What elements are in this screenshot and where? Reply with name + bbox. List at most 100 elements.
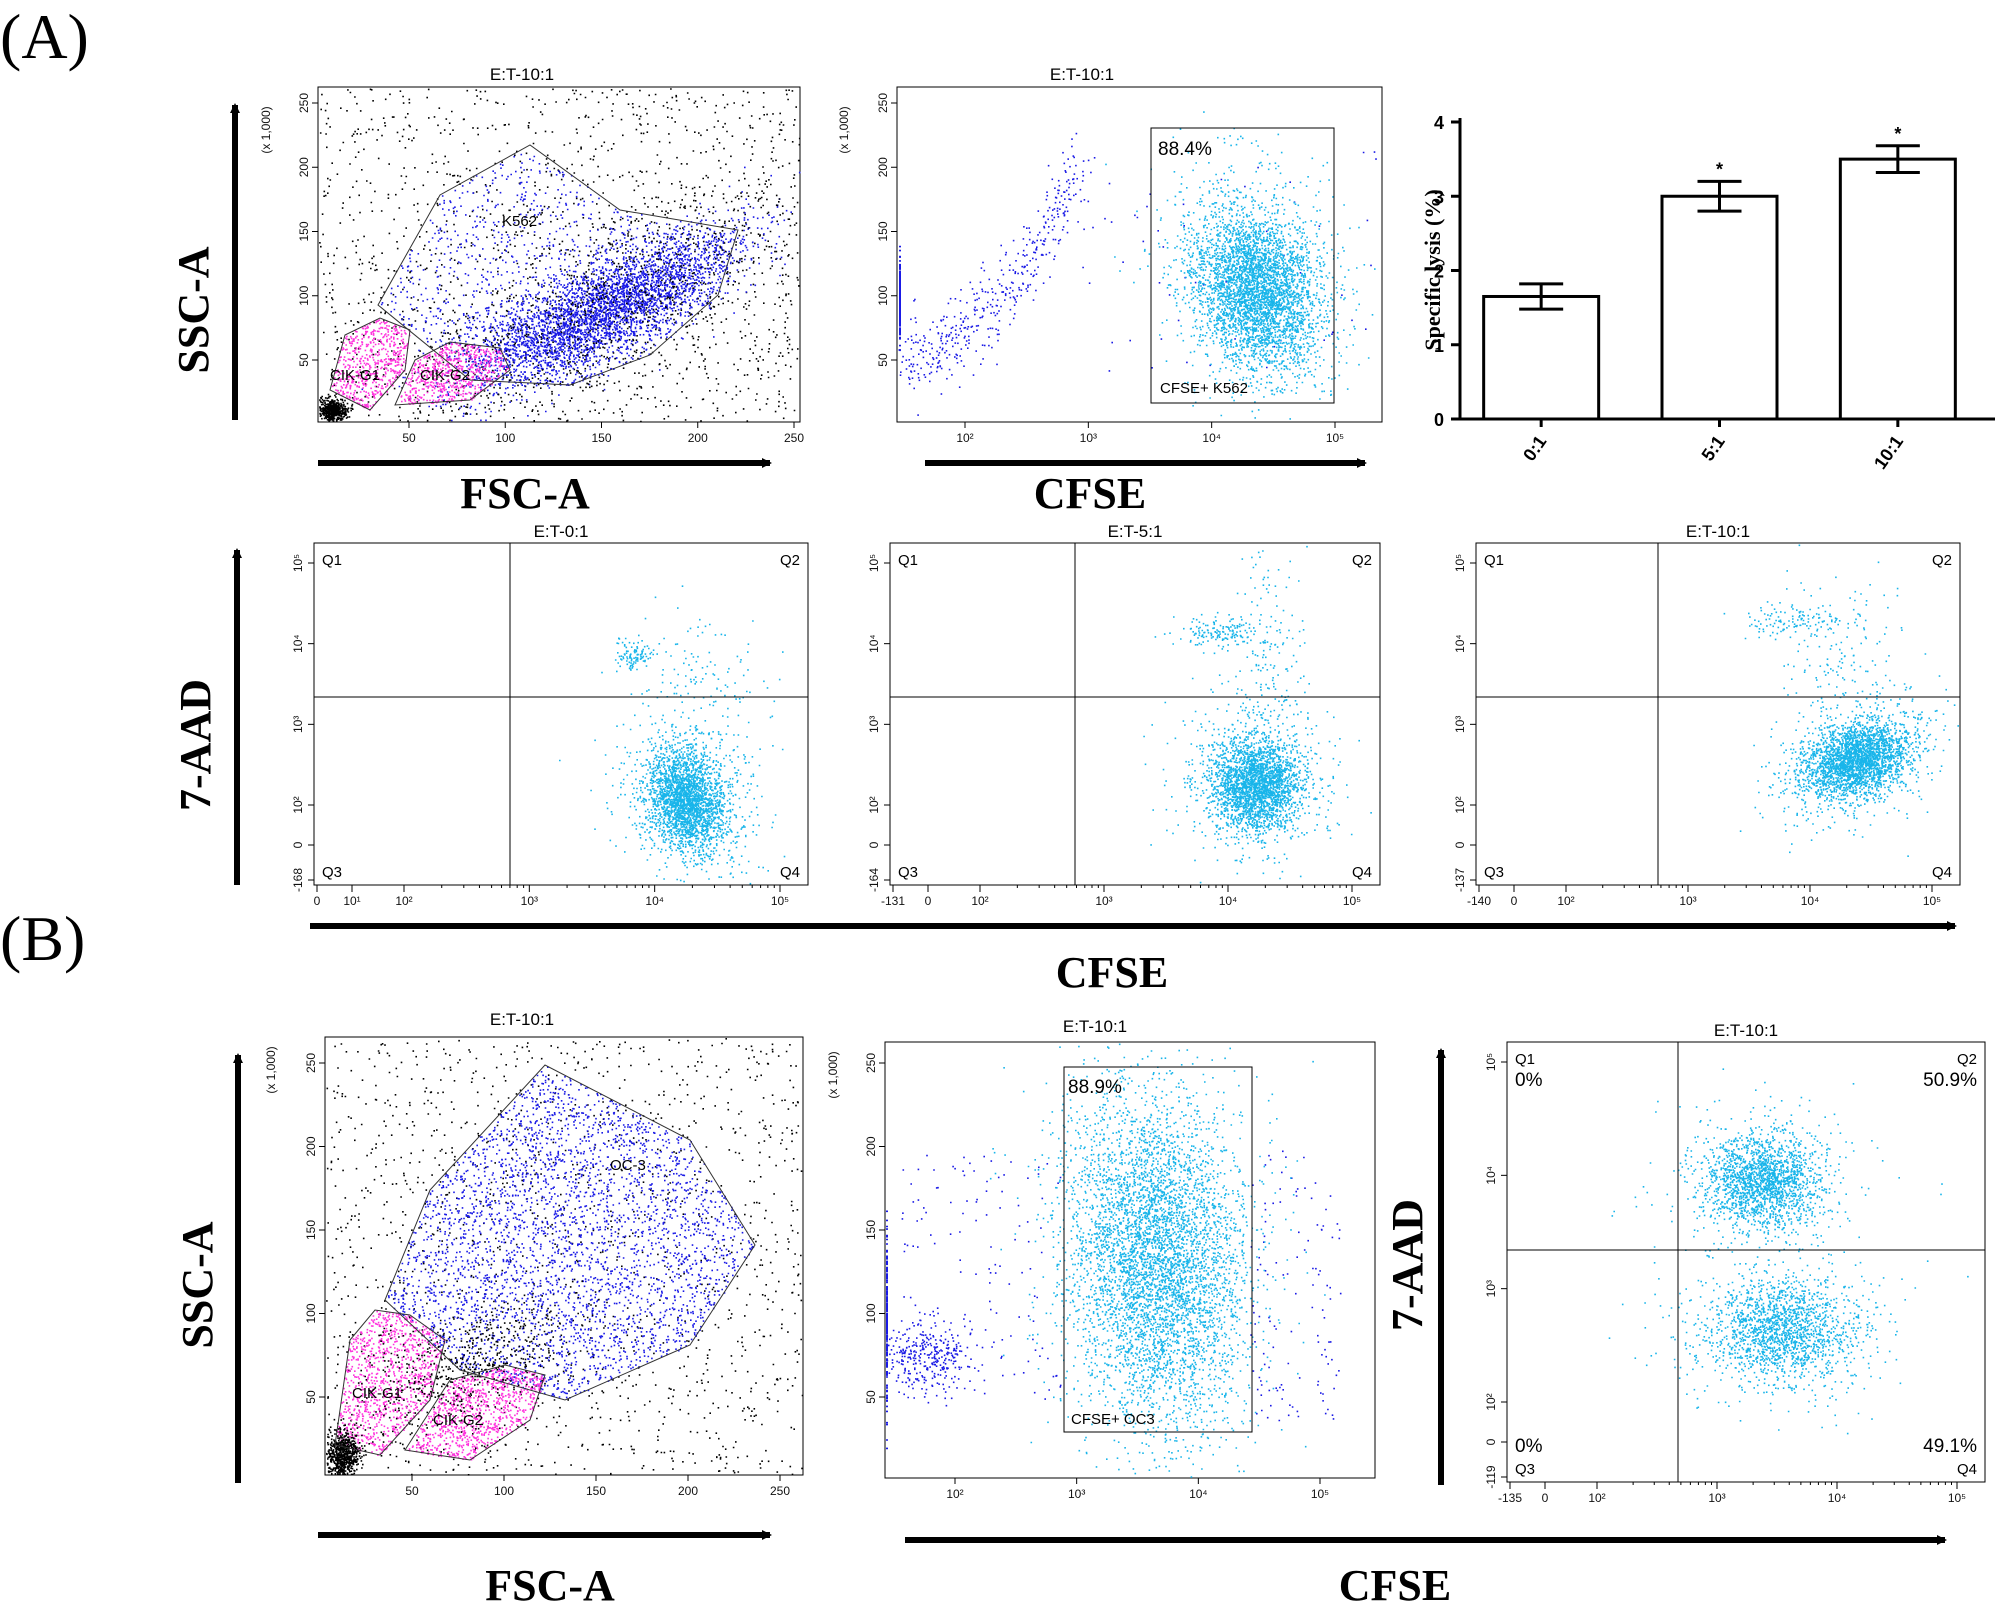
- cfse-low-event: [1068, 186, 1070, 189]
- cfse-low-event: [1023, 266, 1025, 269]
- cfse-low-event: [913, 387, 915, 390]
- cfse-low-event: [951, 374, 953, 376]
- cfse-low-event: [979, 316, 981, 319]
- a4-ytick-label: 0: [291, 841, 305, 848]
- a4-frame: [313, 542, 809, 886]
- low-cfse-events: [886, 1300, 1034, 1407]
- gate-cik-g1: [329, 317, 411, 411]
- cfse-low-event: [931, 347, 933, 350]
- debris-cluster: [319, 393, 354, 423]
- cfse-low-event: [942, 318, 945, 321]
- b3-title: E:T-10:1: [1714, 1021, 1778, 1040]
- cfse-low-event: [1072, 182, 1075, 184]
- cfse-low-event: [970, 326, 973, 328]
- cfse-low-event: [1037, 234, 1039, 236]
- cfse-low-event: [981, 344, 984, 346]
- cfse-low-event: [905, 359, 908, 361]
- a5-xticks: -131 0 10² 10³ 10⁴ 10⁵: [881, 885, 1361, 908]
- cfse-low-event: [1010, 281, 1013, 284]
- cfse-low-event: [981, 288, 983, 291]
- cfse-low-event: [1031, 242, 1034, 244]
- gate-label-cik-g2-a: CIK-G2: [420, 367, 470, 384]
- cfse-low-event: [960, 348, 963, 350]
- cfse-low-event: [1058, 240, 1060, 242]
- a6-ytick-label: 10⁴: [1453, 634, 1467, 653]
- a4-ytick-label: -168: [291, 868, 305, 892]
- cfse-low-event: [1034, 251, 1037, 254]
- cfse-low-event: [972, 374, 975, 376]
- cfse-low-event: [976, 292, 978, 295]
- plot-b2: E:T-10:1 (x 1,000) 88.9% CFSE+ OC3 10² 10…: [826, 1017, 1376, 1501]
- a6-ytick-label: 10²: [1453, 796, 1467, 813]
- plot-a1-frame: [317, 86, 801, 423]
- cfse-low-event: [968, 335, 970, 338]
- a4-xtick-label: 10³: [521, 894, 538, 908]
- cfse-low-event: [915, 333, 917, 336]
- cfse-low-event: [1029, 231, 1031, 234]
- cfse-low-event: [911, 365, 914, 368]
- cfse-low-event: [954, 342, 957, 344]
- gate-label-oc3: OC-3: [610, 1157, 646, 1174]
- cfse-low-event: [981, 290, 984, 293]
- cfse-low-event: [1079, 188, 1082, 191]
- plot-a4: E:T-0:1 Q1 Q2 Q3 Q4 0 10¹ 10² 10³ 10⁴ 10⁵ -168 0 10² 1…: [291, 522, 809, 908]
- cfse-low-event: [1012, 289, 1014, 292]
- cfse-low-event: [1082, 174, 1085, 177]
- cfse-low-event: [911, 377, 914, 379]
- cfse-low-event: [1035, 248, 1038, 250]
- cfse-low-event: [908, 376, 910, 379]
- cfse-low-event: [1040, 239, 1042, 242]
- a4-population-2: [601, 634, 665, 674]
- cfse-low-event: [1032, 299, 1035, 301]
- cfse-low-event: [1054, 238, 1057, 241]
- cfse-low-event: [1014, 271, 1017, 273]
- cfse-low-event: [1073, 156, 1075, 159]
- cfse-low-event: [940, 320, 943, 322]
- cik-g2-events: [400, 342, 510, 405]
- cfse-low-event: [953, 315, 956, 318]
- cfse-low-event: [1063, 214, 1066, 217]
- cfse-low-event: [1005, 251, 1007, 254]
- a1-xtick-label: 200: [688, 431, 708, 445]
- cfse-low-event: [1006, 288, 1008, 290]
- cfse-low-event: [918, 379, 921, 382]
- cfse-low-event: [910, 370, 912, 372]
- cfse-low-event: [1056, 210, 1059, 212]
- cfse-low-event: [1009, 308, 1012, 311]
- b1-xtick-label: 200: [678, 1484, 698, 1498]
- a6-xtick-label: 10³: [1679, 894, 1696, 908]
- a4-ytick-label: 10²: [291, 796, 305, 813]
- cfse-low-event: [1036, 239, 1038, 242]
- cfse-low-event: [976, 329, 978, 331]
- plot-b1-xticks: 50 100 150 200 250: [405, 1475, 790, 1498]
- cfse-low-event: [987, 301, 989, 304]
- cfse-low-event: [900, 371, 902, 373]
- cfse-low-event: [976, 298, 978, 301]
- plot-b3: E:T-10:1 Q1 Q2 Q3 Q4 0% 50.9% 0% 49.1% -135 0 10² 10…: [1484, 1021, 1986, 1505]
- cfse-low-event: [955, 324, 957, 327]
- cfse-low-event: [1015, 260, 1017, 262]
- a4-title: E:T-0:1: [534, 522, 589, 541]
- cfse-low-event: [1059, 201, 1061, 204]
- cfse-low-event: [1012, 296, 1015, 298]
- cfse-low-event: [988, 336, 990, 338]
- a2-ytick-label: 100: [876, 285, 890, 305]
- a6-population-0: [1765, 700, 1945, 834]
- cfse-low-event: [1012, 239, 1015, 242]
- cfse-low-event: [1077, 221, 1079, 223]
- cfse-low-event: [1043, 215, 1045, 218]
- cfse-low-event: [932, 358, 935, 361]
- cfse-low-event: [968, 339, 970, 341]
- cfse-low-event: [988, 344, 990, 347]
- a5-ytick-label: 10²: [867, 796, 881, 813]
- cfse-low-event: [1026, 254, 1028, 256]
- cfse-low-event: [957, 342, 959, 345]
- cfse-low-event: [1032, 257, 1034, 260]
- cfse-low-event: [1049, 276, 1051, 278]
- cfse-low-event: [976, 309, 978, 311]
- cfse-low-event: [1059, 238, 1062, 241]
- 7aad-axis-title-a: 7-AAD: [171, 679, 220, 811]
- cfse-low-event: [1068, 193, 1070, 196]
- cfse-low-event: [927, 363, 930, 366]
- plot-b1-yticks: 50 100 150 200 250: [304, 1053, 325, 1404]
